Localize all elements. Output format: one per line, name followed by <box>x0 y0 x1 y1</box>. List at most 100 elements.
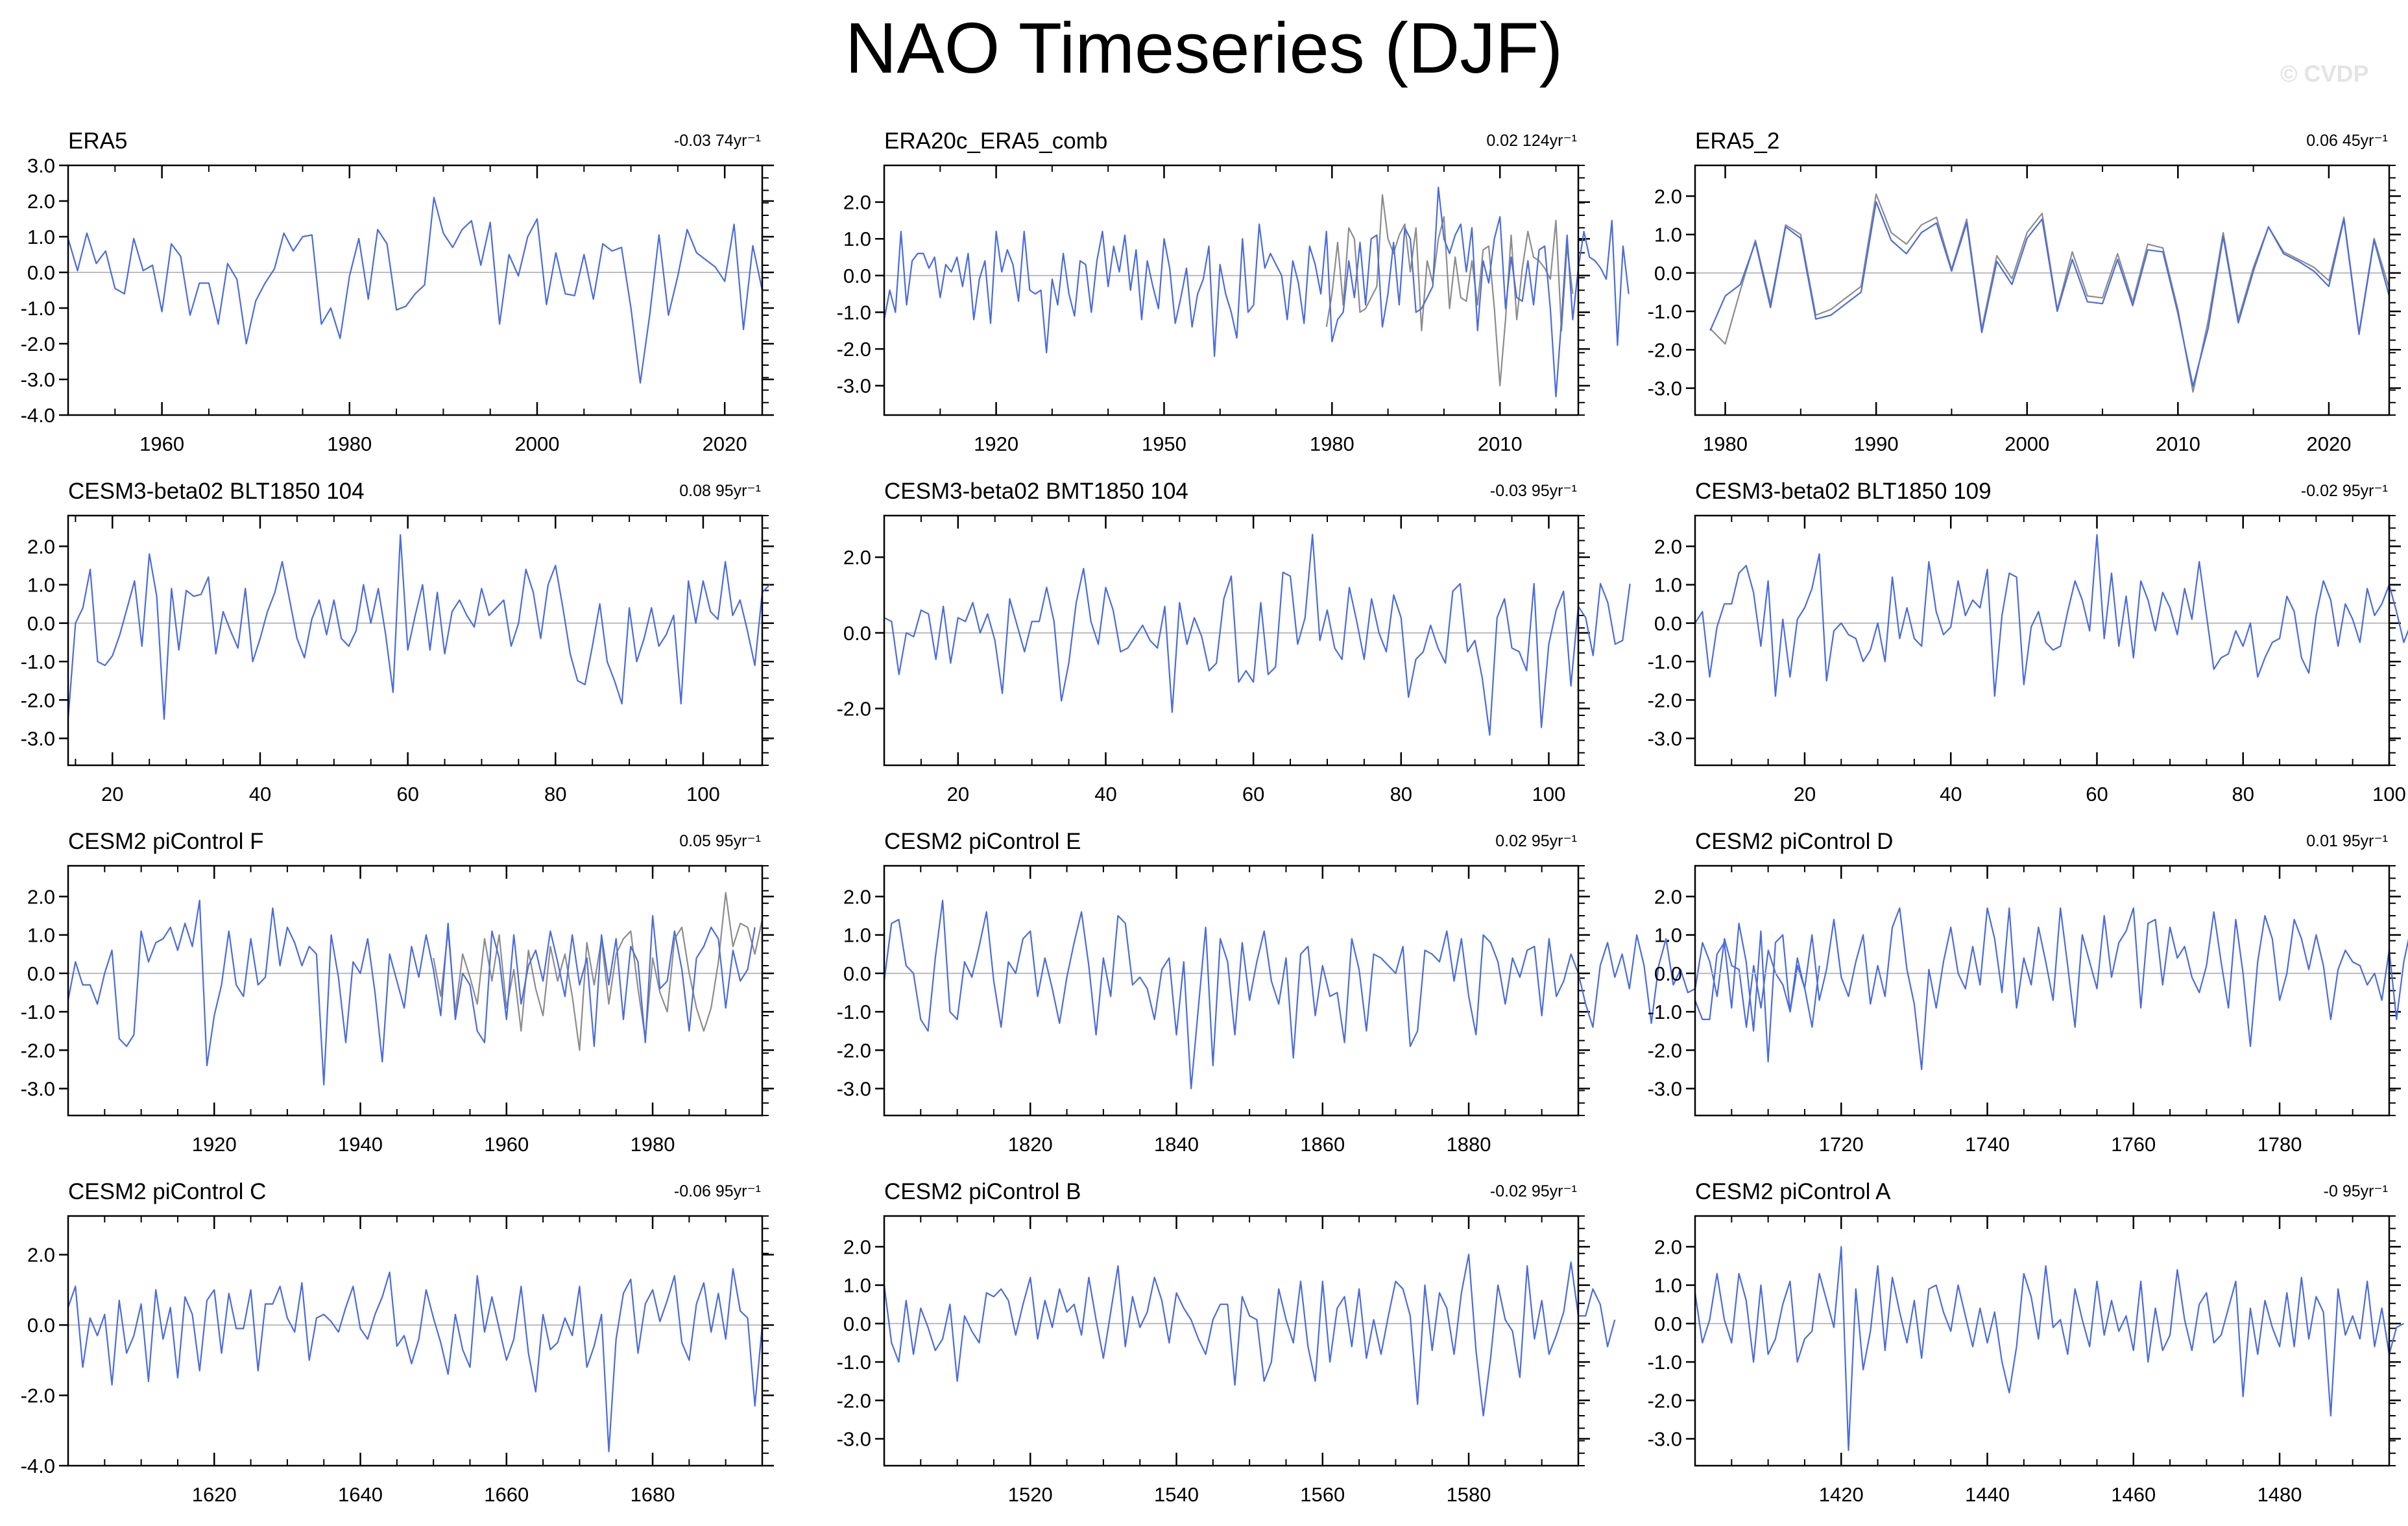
x-tick-label: 1580 <box>1447 1483 1491 1506</box>
x-tick-label: 1960 <box>484 1133 529 1156</box>
x-tick-label: 60 <box>1242 783 1264 805</box>
nao-panel-5: CESM3-beta02 BMT1850 104 -0.03 95yr⁻¹ 20 40… <box>837 479 1631 805</box>
x-tick-label: 2000 <box>2005 433 2049 455</box>
nao-series-line <box>884 534 1631 736</box>
y-tick-label: -2.0 <box>21 1385 55 1407</box>
y-tick-label: -1.0 <box>837 301 871 324</box>
y-tick-label: 0.0 <box>27 261 55 284</box>
y-tick-label: -2.0 <box>837 338 871 361</box>
overlay-series-line <box>1325 194 1574 387</box>
x-tick-label: 2010 <box>2156 433 2200 455</box>
y-tick-label: 0.0 <box>843 1313 871 1335</box>
cvdp-watermark: © CVDP <box>2280 60 2369 87</box>
panel-title: CESM2 piControl D <box>1695 829 1893 854</box>
x-tick-label: 1920 <box>192 1133 237 1156</box>
y-tick-label: -3.0 <box>837 375 871 398</box>
y-tick-label: -2.0 <box>1648 1039 1682 1062</box>
x-tick-label: 2020 <box>2306 433 2351 455</box>
panel-title: CESM2 piControl B <box>884 1179 1081 1204</box>
x-tick-label: 80 <box>544 783 566 805</box>
nao-panel-8: CESM2 piControl E 0.02 95yr⁻¹ 1820 1840 1860… <box>837 829 1820 1156</box>
y-tick-label: -2.0 <box>837 698 871 721</box>
x-tick-label: 1640 <box>338 1483 383 1506</box>
y-tick-label: -3.0 <box>21 368 55 391</box>
nao-series-line <box>67 900 756 1086</box>
y-tick-label: 0.0 <box>1654 262 1682 285</box>
y-tick-label: 0.0 <box>27 612 55 635</box>
x-tick-label: 1560 <box>1300 1483 1345 1506</box>
y-tick-label: -1.0 <box>1648 650 1682 673</box>
y-tick-label: 0.0 <box>843 962 871 985</box>
trend-label: 0.02 124yr⁻¹ <box>1486 132 1577 150</box>
plot-frame <box>1694 164 2390 416</box>
trend-label: -0 95yr⁻¹ <box>2324 1182 2388 1200</box>
y-tick-label: -2.0 <box>837 1389 871 1412</box>
y-tick-label: 1.0 <box>1654 924 1682 947</box>
y-tick-label: 1.0 <box>27 226 55 248</box>
nao-series-line <box>1694 534 2408 697</box>
y-tick-label: -2.0 <box>1648 1389 1682 1412</box>
x-tick-label: 1840 <box>1154 1133 1199 1156</box>
y-tick-label: 0.0 <box>843 265 871 287</box>
x-tick-label: 1760 <box>2111 1133 2156 1156</box>
y-tick-label: -4.0 <box>21 1455 55 1477</box>
nao-panel-6: CESM3-beta02 BLT1850 109 -0.02 95yr⁻¹ 20 40… <box>1648 479 2408 805</box>
y-tick-label: 2.0 <box>1654 185 1682 208</box>
panel-title: CESM2 piControl E <box>884 829 1081 854</box>
y-tick-label: -3.0 <box>837 1428 871 1451</box>
nao-panel-11: CESM2 piControl B -0.02 95yr⁻¹ 1520 1540 156… <box>837 1179 1616 1506</box>
plot-frame <box>883 1215 1580 1467</box>
overlay-series-line <box>1709 193 2390 393</box>
y-tick-label: -1.0 <box>21 1001 55 1023</box>
nao-panel-2: ERA20c_ERA5_comb 0.02 124yr⁻¹ 1920 1950 1980… <box>837 128 1630 455</box>
nao-panel-4: CESM3-beta02 BLT1850 104 0.08 95yr⁻¹ 20 40 6… <box>21 479 774 805</box>
x-tick-label: 2000 <box>514 433 559 455</box>
x-tick-label: 40 <box>249 783 271 805</box>
trend-label: 0.05 95yr⁻¹ <box>679 832 761 850</box>
nao-series-line <box>883 186 1630 398</box>
x-tick-label: 1780 <box>2258 1133 2302 1156</box>
nao-panel-10: CESM2 piControl C -0.06 95yr⁻¹ 1620 1640 166… <box>21 1179 774 1506</box>
y-tick-label: -1.0 <box>21 650 55 673</box>
y-tick-label: -3.0 <box>21 1078 55 1101</box>
x-tick-label: 2010 <box>1478 433 1523 455</box>
y-tick-label: 0.0 <box>1654 612 1682 635</box>
x-tick-label: 1480 <box>2258 1483 2302 1506</box>
y-tick-label: -3.0 <box>1648 1078 1682 1101</box>
y-tick-label: -3.0 <box>1648 1428 1682 1451</box>
figure-title: NAO Timeseries (DJF) <box>845 8 1563 88</box>
nao-series-line <box>883 1254 1616 1417</box>
x-tick-label: 1880 <box>1447 1133 1491 1156</box>
plot-frame <box>1694 514 2390 767</box>
panel-title: CESM3-beta02 BMT1850 104 <box>884 479 1188 504</box>
x-tick-label: 1960 <box>139 433 184 455</box>
x-tick-label: 1990 <box>1854 433 1899 455</box>
x-tick-label: 40 <box>1094 783 1116 805</box>
trend-label: 0.02 95yr⁻¹ <box>1495 832 1577 850</box>
panel-title: ERA20c_ERA5_comb <box>884 128 1107 154</box>
trend-label: -0.02 95yr⁻¹ <box>2301 482 2388 500</box>
trend-label: -0.03 74yr⁻¹ <box>674 132 761 150</box>
x-tick-label: 100 <box>2372 783 2406 805</box>
nao-panel-7: CESM2 piControl F 0.05 95yr⁻¹ 1920 1940 1960… <box>21 829 774 1156</box>
nao-series-line <box>1709 201 2390 387</box>
y-tick-label: 0.0 <box>1654 962 1682 985</box>
x-tick-label: 2020 <box>703 433 747 455</box>
y-tick-label: -1.0 <box>1648 1351 1682 1374</box>
nao-series-line <box>883 900 1820 1090</box>
nao-series-line <box>1694 1246 2405 1451</box>
plot-frame <box>883 164 1580 416</box>
y-tick-label: 1.0 <box>27 574 55 597</box>
y-tick-label: -2.0 <box>21 1039 55 1062</box>
x-tick-label: 60 <box>2086 783 2108 805</box>
plot-frame <box>883 864 1580 1117</box>
overlay-series-line <box>433 892 764 1051</box>
x-tick-label: 1820 <box>1008 1133 1053 1156</box>
x-tick-label: 20 <box>101 783 123 805</box>
y-tick-label: -3.0 <box>21 728 55 750</box>
y-tick-label: -2.0 <box>837 1039 871 1062</box>
y-tick-label: 1.0 <box>27 924 55 947</box>
nao-series-line <box>67 197 764 384</box>
y-tick-label: 1.0 <box>1654 574 1682 597</box>
y-tick-label: -3.0 <box>837 1078 871 1101</box>
